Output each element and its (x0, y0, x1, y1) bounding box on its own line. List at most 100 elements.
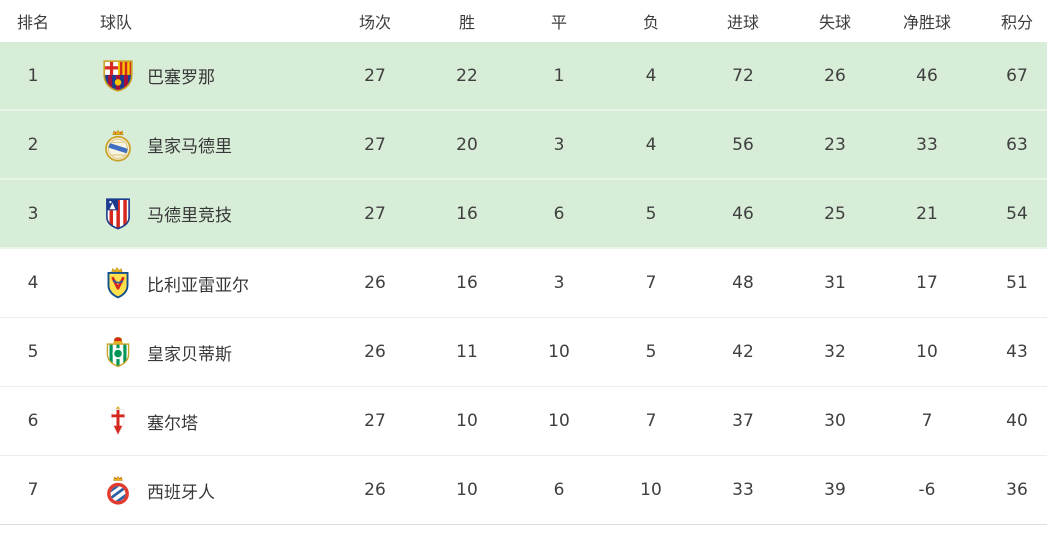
goals-against-cell: 30 (824, 411, 846, 431)
goal-diff-cell: 21 (916, 203, 938, 224)
team-name: 马德里竞技 (147, 206, 232, 226)
table-row: 1 巴塞罗那 27 22 1 4 72 26 46 67 (0, 42, 1047, 111)
played-cell: 27 (364, 203, 386, 224)
played-cell: 27 (364, 65, 386, 86)
table-header: 排名 球队 场次 胜 平 负 进球 失球 净胜球 积分 (0, 0, 1047, 42)
goal-diff-cell: -6 (918, 480, 936, 500)
table-row: 4 比利亚雷亚尔 26 16 3 7 48 31 17 51 (0, 249, 1047, 318)
rank-cell: 5 (27, 342, 39, 362)
column-header-team: 球队 (100, 13, 133, 32)
wins-cell: 10 (456, 411, 478, 431)
losses-cell: 4 (645, 134, 657, 155)
played-cell: 27 (364, 411, 386, 431)
team-cell: 西班牙人 (66, 472, 329, 508)
rank-cell: 6 (27, 411, 39, 431)
team-cell: 巴塞罗那 (66, 58, 329, 94)
wins-cell: 22 (456, 65, 478, 86)
goal-diff-cell: 46 (916, 65, 938, 86)
goals-against-cell: 31 (824, 273, 846, 293)
barcelona-badge-icon (100, 58, 136, 94)
column-header-played: 场次 (358, 13, 391, 32)
losses-cell: 5 (645, 342, 657, 362)
wins-cell: 10 (456, 480, 478, 500)
rank-cell: 3 (27, 203, 39, 224)
team-name: 巴塞罗那 (147, 68, 215, 88)
column-header-goals-against: 失球 (818, 13, 851, 32)
points-cell: 51 (1006, 273, 1028, 293)
table-header-row: 排名 球队 场次 胜 平 负 进球 失球 净胜球 积分 (0, 0, 1047, 42)
wins-cell: 16 (456, 203, 478, 224)
table-body: 1 巴塞罗那 27 22 1 4 72 26 46 67 2 皇家马德里 27 … (0, 42, 1047, 525)
real-betis-badge-icon (100, 334, 136, 370)
wins-cell: 16 (456, 273, 478, 293)
celta-vigo-badge-icon (100, 403, 136, 439)
column-header-goals-for: 进球 (726, 13, 759, 32)
goals-against-cell: 39 (824, 480, 846, 500)
draws-cell: 3 (553, 273, 565, 293)
table-row: 2 皇家马德里 27 20 3 4 56 23 33 63 (0, 111, 1047, 180)
points-cell: 63 (1006, 134, 1028, 155)
points-cell: 36 (1006, 480, 1028, 500)
losses-cell: 4 (645, 65, 657, 86)
goals-for-cell: 46 (732, 203, 754, 224)
table-row: 6 塞尔塔 27 10 10 7 37 30 7 40 (0, 387, 1047, 456)
draws-cell: 3 (553, 134, 565, 155)
draws-cell: 6 (553, 480, 565, 500)
column-header-points: 积分 (1000, 13, 1033, 32)
table-row: 7 西班牙人 26 10 6 10 33 39 -6 36 (0, 456, 1047, 525)
rank-cell: 1 (27, 65, 39, 86)
team-name: 皇家贝蒂斯 (147, 344, 232, 365)
team-cell: 塞尔塔 (66, 403, 329, 439)
goals-against-cell: 25 (824, 203, 846, 224)
team-name: 西班牙人 (147, 482, 215, 503)
losses-cell: 10 (640, 480, 662, 500)
espanyol-badge-icon (100, 472, 136, 508)
points-cell: 40 (1006, 411, 1028, 431)
team-cell: 马德里竞技 (66, 196, 329, 232)
team-cell: 皇家马德里 (66, 127, 329, 163)
wins-cell: 20 (456, 134, 478, 155)
goal-diff-cell: 10 (916, 342, 938, 362)
goal-diff-cell: 7 (921, 411, 933, 431)
table-row: 5 皇家贝蒂斯 26 11 10 5 42 32 10 43 (0, 318, 1047, 387)
played-cell: 26 (364, 342, 386, 362)
villarreal-badge-icon (100, 265, 136, 301)
atletico-madrid-badge-icon (100, 196, 136, 232)
losses-cell: 7 (645, 411, 657, 431)
goals-against-cell: 23 (824, 134, 846, 155)
rank-cell: 4 (27, 273, 39, 293)
team-cell: 皇家贝蒂斯 (66, 334, 329, 370)
goal-diff-cell: 33 (916, 134, 938, 155)
table-row: 3 马德里竞技 27 16 6 5 46 25 21 54 (0, 180, 1047, 249)
losses-cell: 5 (645, 203, 657, 224)
goals-against-cell: 32 (824, 342, 846, 362)
real-madrid-badge-icon (100, 127, 136, 163)
column-header-rank: 排名 (16, 13, 49, 32)
column-header-won: 胜 (458, 13, 475, 32)
rank-cell: 7 (27, 480, 39, 500)
goals-for-cell: 33 (732, 480, 754, 500)
team-name: 比利亚雷亚尔 (147, 275, 249, 296)
draws-cell: 10 (548, 411, 570, 431)
losses-cell: 7 (645, 273, 657, 293)
draws-cell: 1 (553, 65, 565, 86)
played-cell: 26 (364, 480, 386, 500)
goals-for-cell: 72 (732, 65, 754, 86)
goals-for-cell: 56 (732, 134, 754, 155)
rank-cell: 2 (27, 134, 39, 155)
played-cell: 27 (364, 134, 386, 155)
goals-for-cell: 42 (732, 342, 754, 362)
played-cell: 26 (364, 273, 386, 293)
team-name: 皇家马德里 (147, 137, 232, 157)
goals-against-cell: 26 (824, 65, 846, 86)
goals-for-cell: 48 (732, 273, 754, 293)
column-header-lost: 负 (642, 13, 659, 32)
draws-cell: 10 (548, 342, 570, 362)
draws-cell: 6 (553, 203, 565, 224)
points-cell: 43 (1006, 342, 1028, 362)
wins-cell: 11 (456, 342, 478, 362)
goal-diff-cell: 17 (916, 273, 938, 293)
column-header-drawn: 平 (550, 13, 567, 32)
column-header-goal-diff: 净胜球 (902, 13, 951, 32)
